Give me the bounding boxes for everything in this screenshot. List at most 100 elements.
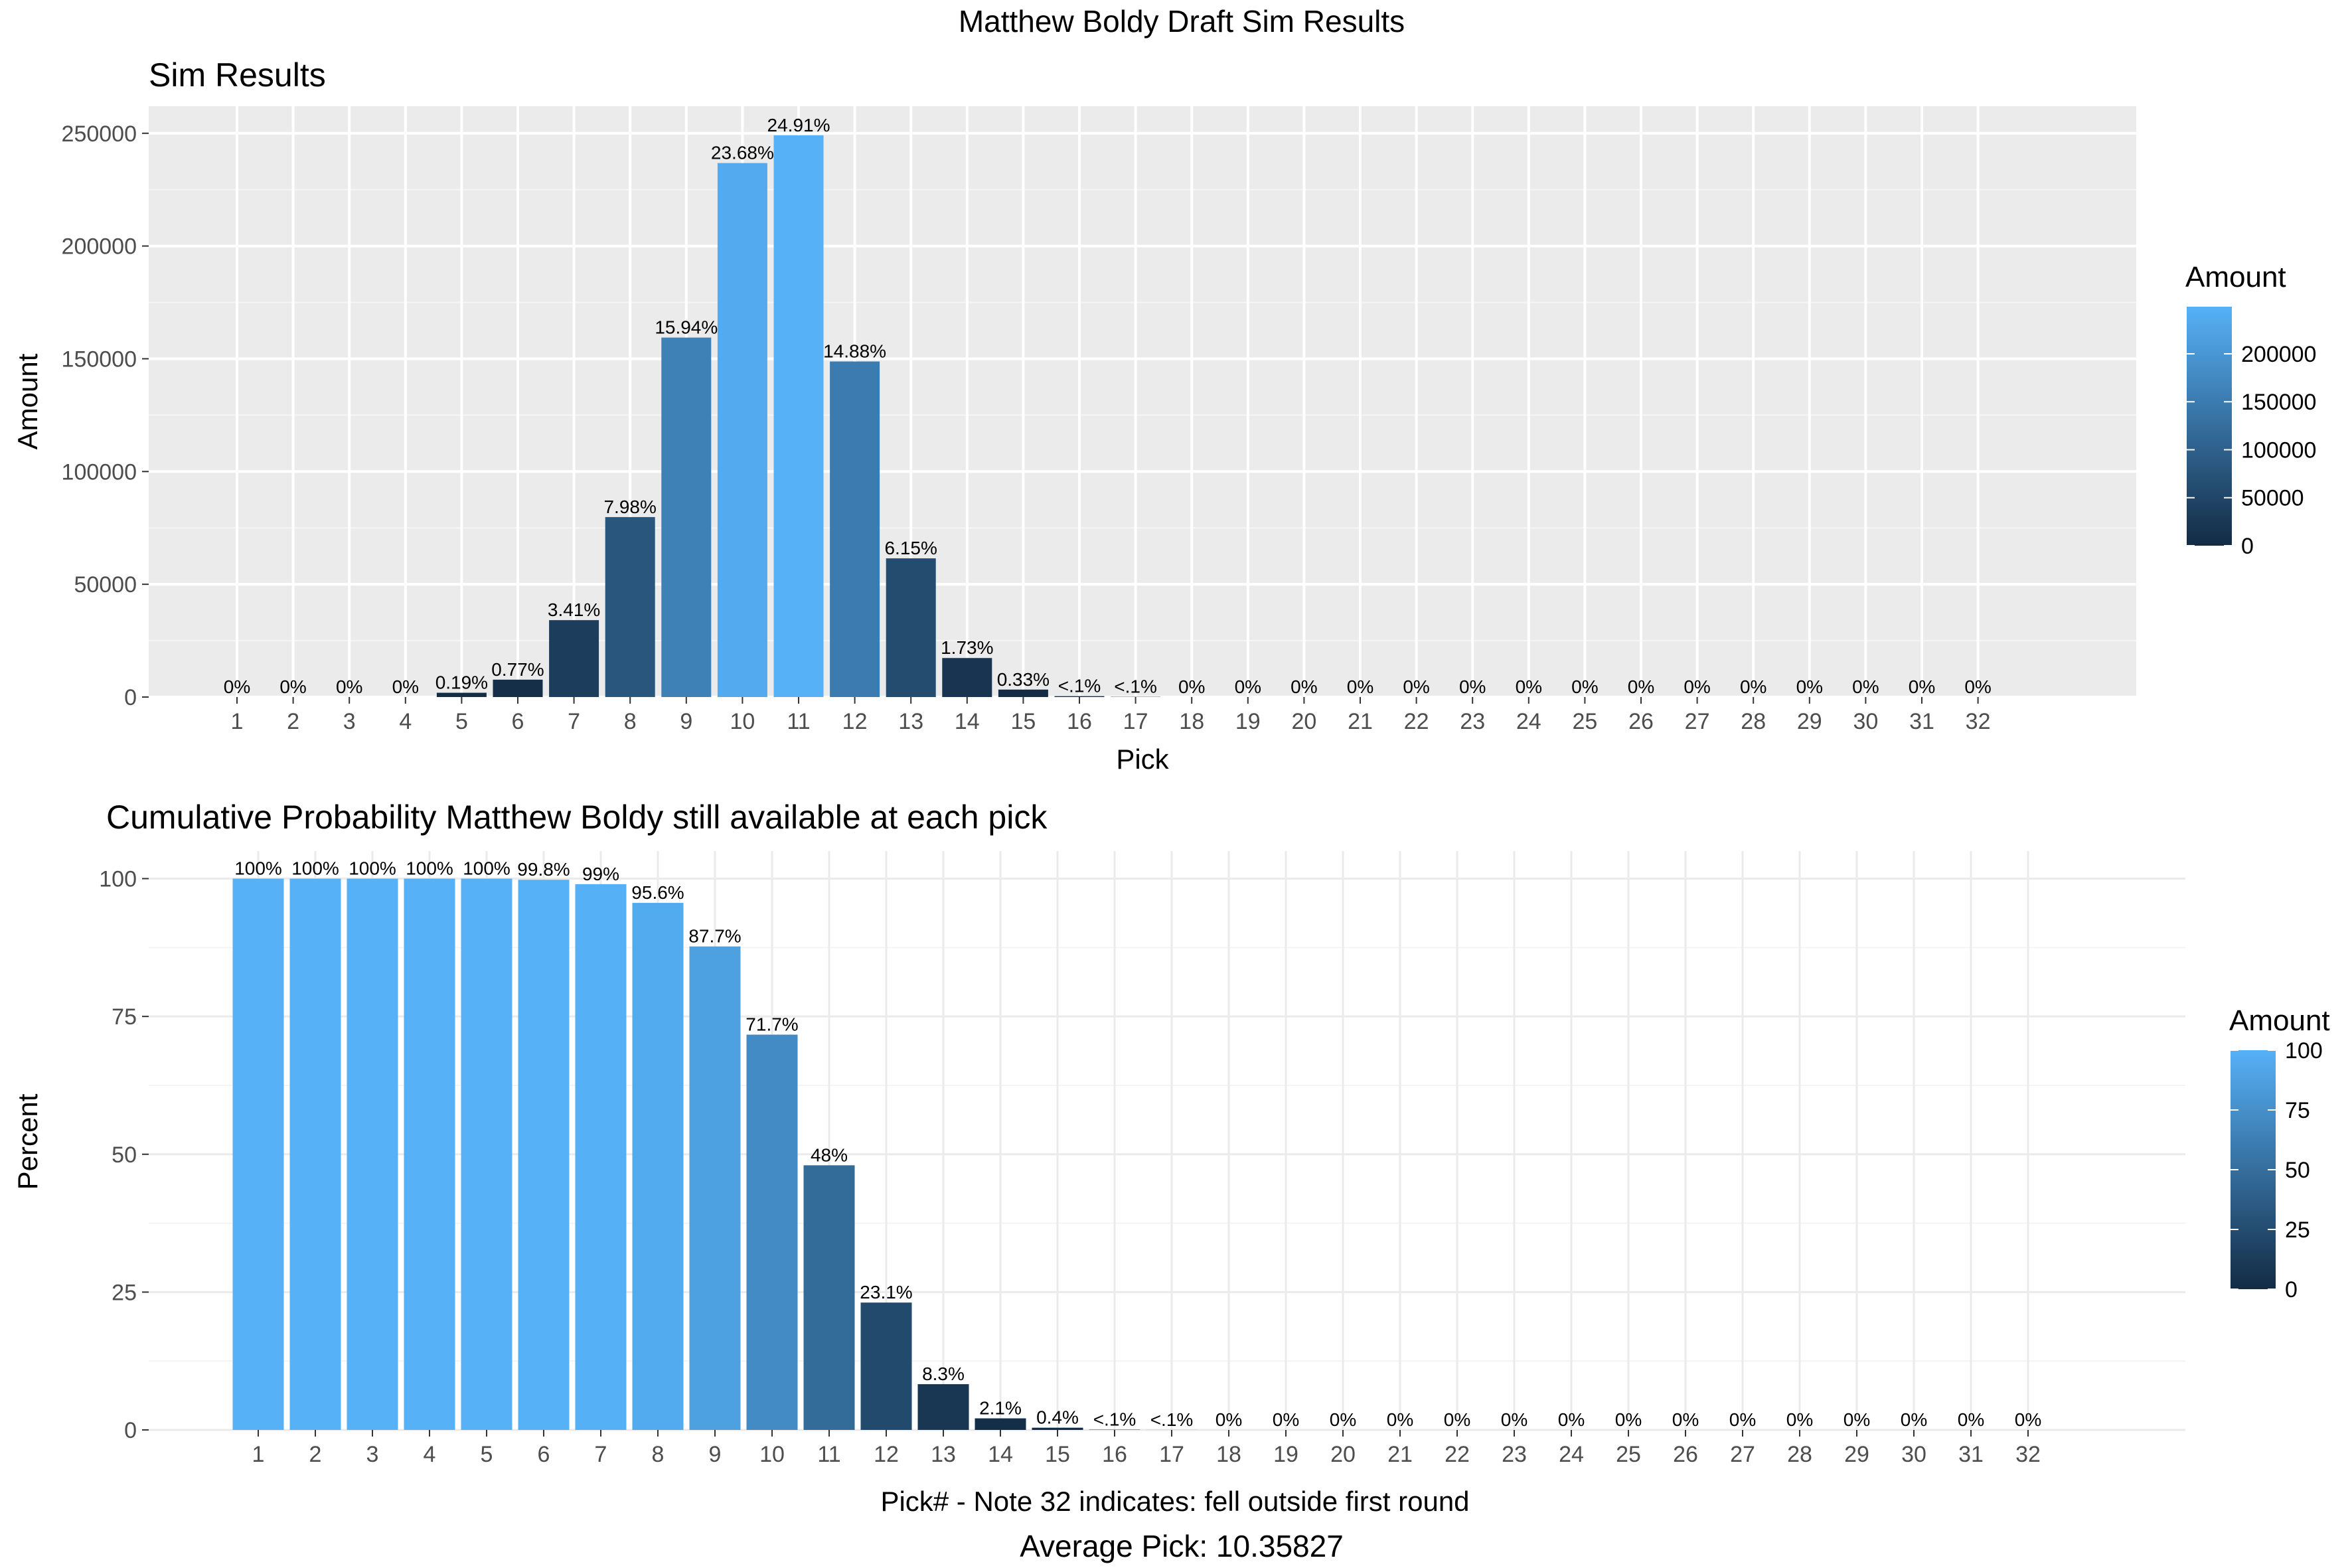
chart-2-data-label: <.1%	[1093, 1409, 1137, 1430]
chart-2-bar	[1032, 1427, 1083, 1430]
chart-sim-results: 0% 0% 0% 0% 0.19%0.77% 3.41% 7.98% 15.94% 23.68%…	[12, 56, 2316, 775]
chart-1-bar	[830, 361, 880, 697]
chart-2-data-label: 48%	[811, 1144, 848, 1165]
chart-2-x-label: Pick# - Note 32 indicates: fell outside …	[880, 1486, 1469, 1517]
chart-2-x-tick-label: 9	[709, 1442, 722, 1467]
chart-1-data-label: 0%	[1964, 676, 1991, 697]
chart-2-y-tick-label: 25	[112, 1280, 137, 1305]
chart-2-legend-title: Amount	[2229, 1004, 2330, 1037]
chart-1-bar	[549, 620, 599, 697]
chart-1-x-tick-label: 25	[1572, 709, 1597, 734]
chart-1-x-tick-label: 24	[1516, 709, 1541, 734]
chart-1-y-tick-label: 250000	[62, 121, 137, 147]
chart-1-x-tick-label: 7	[568, 709, 580, 734]
chart-1-x-tick-label: 8	[624, 709, 637, 734]
chart-1-x-tick-label: 28	[1741, 709, 1766, 734]
chart-2-legend-ticks: 0 25 50 75 100	[2231, 1038, 2323, 1302]
chart-2-x-tick-label: 19	[1273, 1442, 1298, 1467]
chart-1-y-axis: 0 50000 100000 150000 200000 250000	[62, 121, 149, 710]
chart-1-bar	[886, 558, 936, 697]
chart-1-bar	[436, 692, 487, 697]
chart-2-y-tick-label: 100	[99, 867, 137, 892]
chart-2-x-tick-label: 32	[2015, 1442, 2041, 1467]
chart-2-bar	[689, 946, 741, 1430]
chart-1-legend-tick-label: 0	[2241, 534, 2254, 559]
chart-1-data-label: 0%	[1347, 676, 1373, 697]
chart-1-legend-colorbar	[2187, 307, 2232, 546]
chart-1-bar	[493, 679, 543, 697]
chart-2-data-label: 8.3%	[922, 1364, 965, 1384]
chart-1-data-label: 0.77%	[491, 659, 544, 680]
chart-2-data-label: 0.4%	[1036, 1407, 1079, 1428]
chart-2-data-label: 95.6%	[631, 882, 684, 903]
chart-1-data-label: 14.88%	[823, 341, 886, 362]
chart-1-legend-tick-label: 100000	[2241, 437, 2316, 463]
chart-2-x-axis: 1 2 3 4 5 6 7 8 9 10 11 12 13 14 15 16 17 18 19 20 21 22 23 24 2…	[252, 1430, 2041, 1467]
chart-1-legend-tick-label: 150000	[2241, 390, 2316, 415]
chart-2-x-tick-label: 27	[1730, 1442, 1755, 1467]
chart-2-data-label: 100%	[463, 858, 510, 879]
chart-2-data-label: 0%	[1215, 1409, 1242, 1430]
chart-2-x-tick-label: 24	[1559, 1442, 1584, 1467]
chart-1-x-tick-label: 15	[1010, 709, 1036, 734]
chart-2-data-label: 0%	[1501, 1409, 1528, 1430]
chart-1-x-tick-label: 2	[287, 709, 299, 734]
chart-1-bar	[773, 135, 824, 697]
chart-1-legend-tick-label: 200000	[2241, 342, 2316, 367]
chart-1-bar	[942, 658, 992, 697]
chart-1-data-label: 7.98%	[603, 497, 656, 517]
chart-2-bar	[518, 880, 570, 1430]
chart-2-x-tick-label: 16	[1102, 1442, 1127, 1467]
chart-1-y-tick-label: 100000	[62, 459, 137, 485]
chart-1-data-label: 0%	[336, 676, 362, 697]
chart-2-legend-tick-label: 0	[2285, 1277, 2298, 1302]
chart-1-x-tick-label: 21	[1348, 709, 1373, 734]
chart-1-data-label: 0%	[1628, 676, 1654, 697]
chart-2-data-label: 100%	[291, 858, 339, 879]
chart-2-x-tick-label: 11	[817, 1442, 840, 1467]
chart-1-data-label: 0%	[1852, 676, 1879, 697]
chart-1-bar	[998, 689, 1048, 697]
figure-title: Matthew Boldy Draft Sim Results	[959, 4, 1405, 39]
chart-1-data-label: 0%	[1571, 676, 1598, 697]
chart-2-bar	[746, 1034, 798, 1430]
chart-cumulative-probability: 100% 100% 100% 100% 100% 99.8% 99%95.6%87.7%71…	[12, 799, 2330, 1517]
chart-2-data-label: 0%	[1273, 1409, 1299, 1430]
chart-2-x-tick-label: 22	[1445, 1442, 1470, 1467]
chart-2-data-labels: 100% 100% 100% 100% 100% 99.8% 99% 95.6% 87.7% 71…	[234, 858, 2041, 1430]
chart-1-y-tick-label: 150000	[62, 347, 137, 372]
chart-1-x-tick-label: 13	[898, 709, 923, 734]
chart-2-data-label: 100%	[349, 858, 396, 879]
chart-1-bar	[717, 163, 767, 698]
chart-2-legend-tick-label: 100	[2285, 1038, 2323, 1063]
chart-1-x-tick-label: 14	[955, 709, 980, 734]
chart-2-data-label: 100%	[406, 858, 453, 879]
chart-2-title: Cumulative Probability Matthew Boldy sti…	[106, 799, 1048, 836]
chart-1-x-tick-label: 11	[787, 709, 810, 734]
chart-1-x-tick-label: 9	[680, 709, 692, 734]
chart-1-data-label: 0%	[1740, 676, 1766, 697]
chart-1-x-tick-label: 22	[1404, 709, 1429, 734]
chart-1-data-label: 0%	[1403, 676, 1429, 697]
chart-2-bars	[232, 878, 1198, 1430]
chart-1-panel	[149, 106, 2136, 697]
chart-1-x-tick-label: 6	[512, 709, 524, 734]
chart-2-y-label: Percent	[12, 1093, 43, 1190]
chart-1-x-tick-label: 20	[1291, 709, 1316, 734]
chart-2-y-axis: 0 25 50 75 100	[99, 867, 149, 1443]
chart-1-data-label: 0%	[1684, 676, 1710, 697]
chart-1-data-label: 15.94%	[655, 317, 718, 338]
chart-1-data-label: 0%	[1459, 676, 1486, 697]
chart-1-data-label: 23.68%	[711, 143, 774, 163]
chart-1-data-label: 0%	[1178, 676, 1205, 697]
chart-2-x-tick-label: 6	[538, 1442, 550, 1467]
chart-2-legend-tick-label: 50	[2285, 1158, 2310, 1183]
chart-2-x-tick-label: 2	[309, 1442, 322, 1467]
chart-1-x-tick-label: 29	[1797, 709, 1822, 734]
chart-2-data-label: 0%	[1330, 1409, 1356, 1430]
chart-2-bar	[289, 878, 341, 1430]
chart-2-x-tick-label: 7	[595, 1442, 607, 1467]
chart-2-x-tick-label: 17	[1159, 1442, 1184, 1467]
chart-1-data-label: 0%	[1291, 676, 1317, 697]
chart-1-x-tick-label: 18	[1179, 709, 1204, 734]
